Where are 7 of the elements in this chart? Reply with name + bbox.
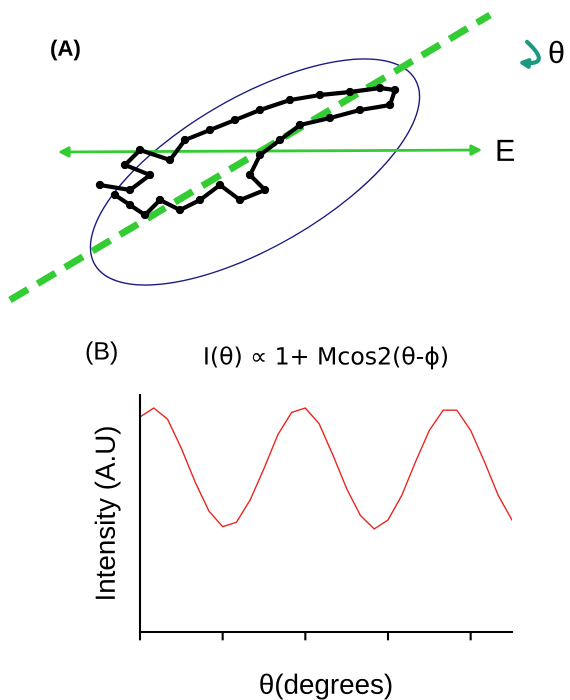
chart-title: I(θ) ∝ 1+ Mcos2(θ-ϕ): [205, 346, 448, 370]
text: (B): [86, 341, 117, 365]
x-axis-title: θ(degrees): [260, 674, 392, 700]
text: θ: [550, 40, 564, 64]
y-axis-title: Intensity (A.U): [94, 427, 121, 599]
text: E: [498, 140, 514, 161]
text: (A): [51, 40, 80, 60]
